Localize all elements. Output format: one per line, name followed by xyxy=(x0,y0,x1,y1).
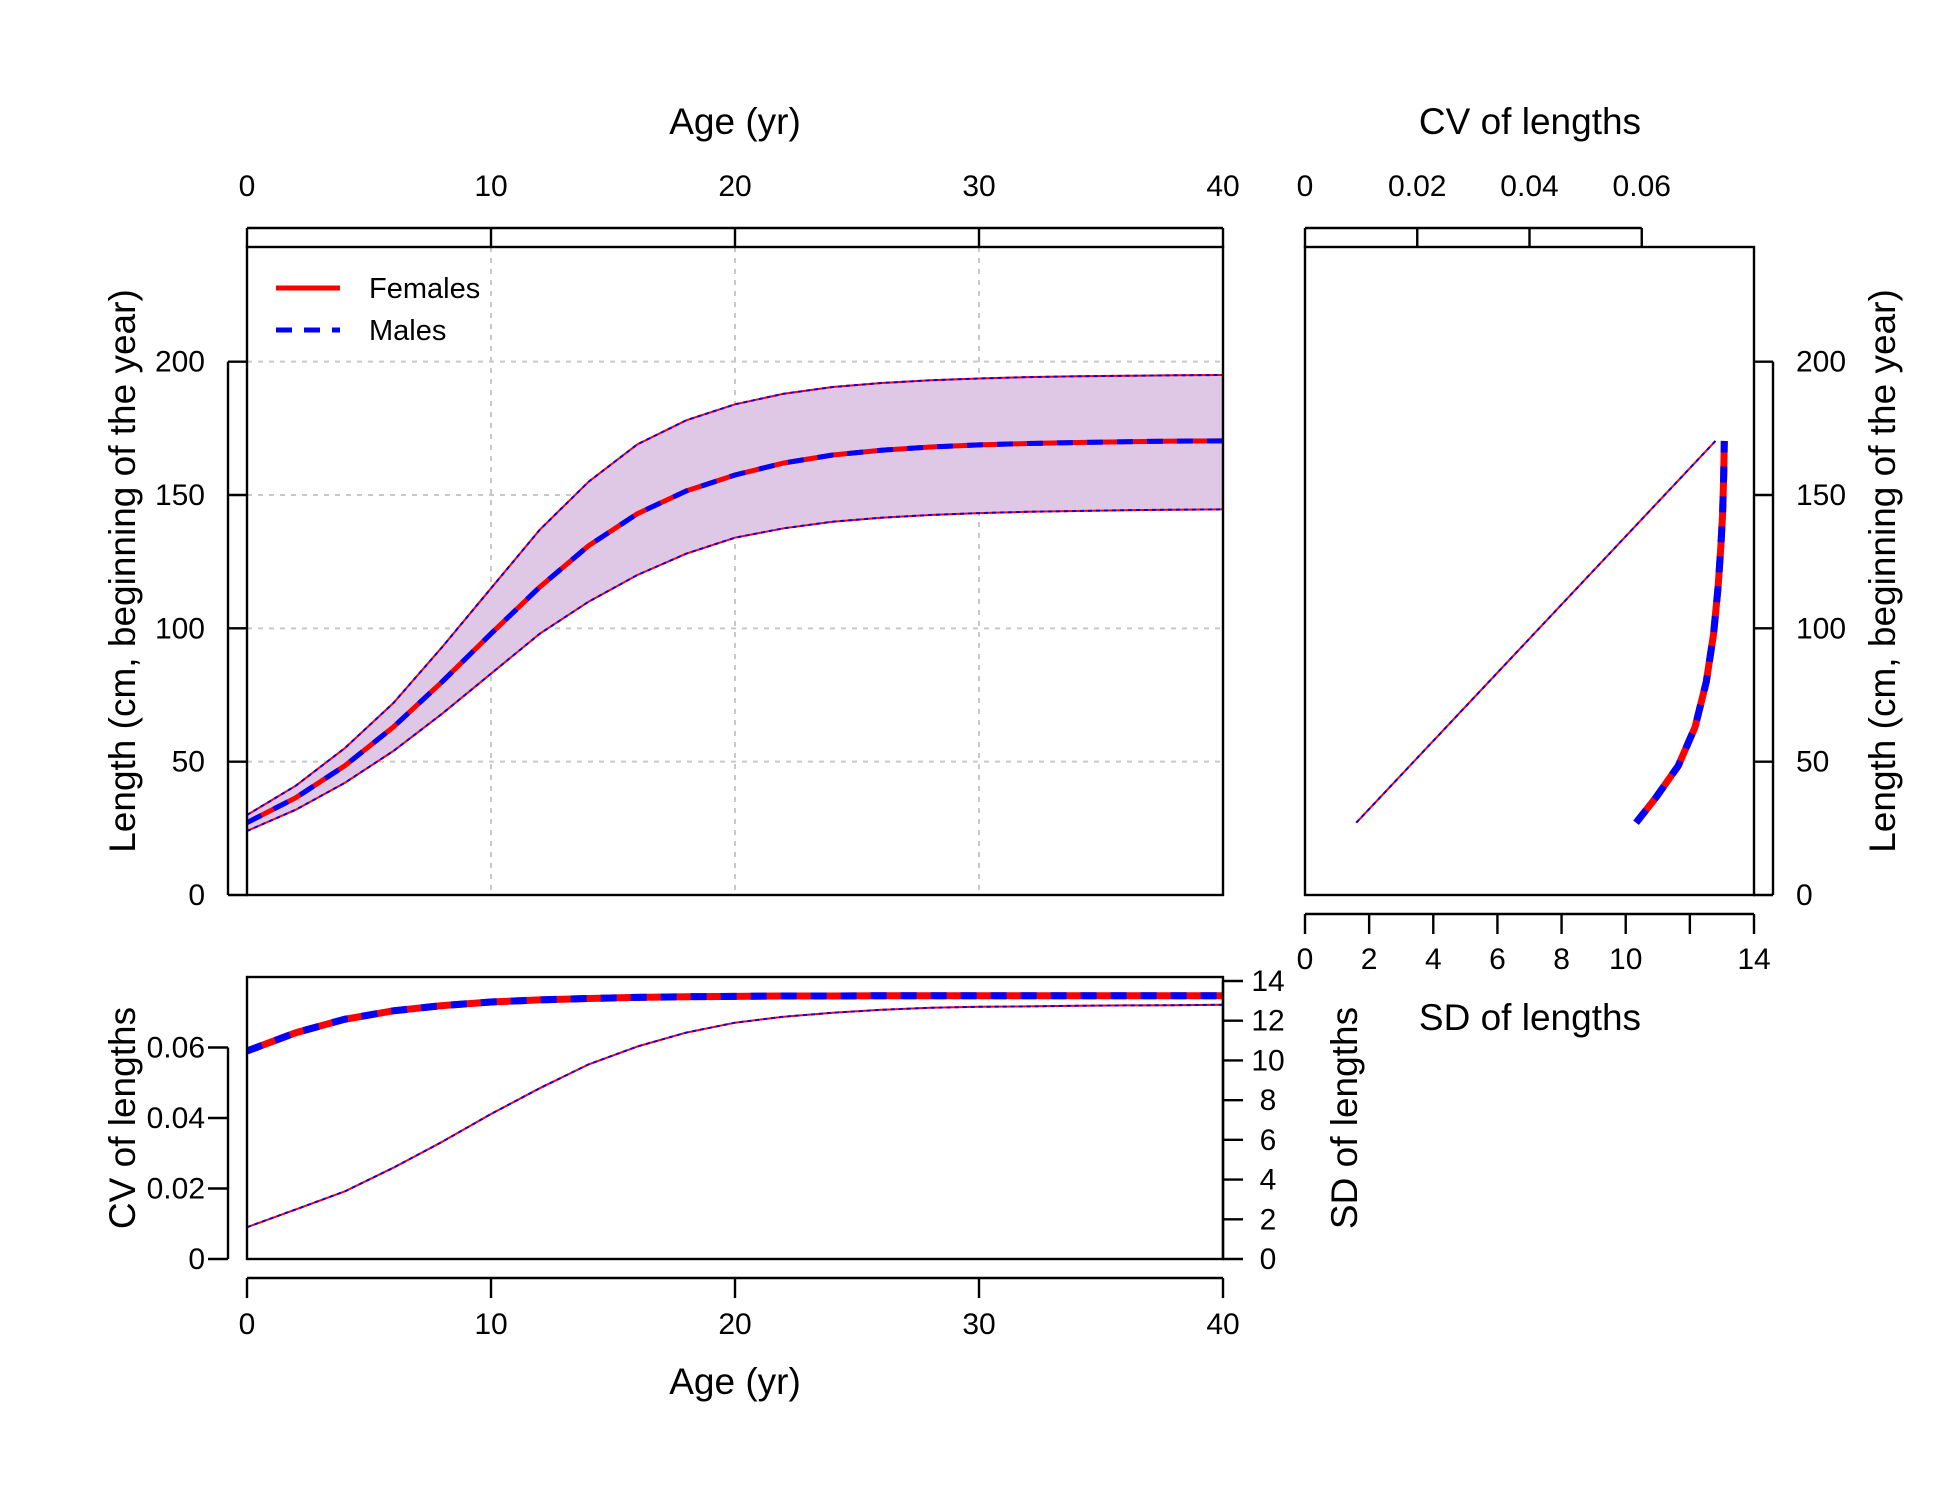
bottom-panel: 0 10 20 30 40 0 0.02 0.04 0.06 0 2 4 6 8 10 12 14 Age … xyxy=(102,965,1365,1402)
bottom-right-tick-label: 0 xyxy=(1260,1243,1277,1276)
side-top-tick-label: 0.02 xyxy=(1388,170,1446,203)
bottom-x-axis-title: Age (yr) xyxy=(669,1361,801,1402)
side-right-tick-label: 200 xyxy=(1796,346,1846,379)
side-right-tick-label: 0 xyxy=(1796,879,1813,912)
growth-lower-bound-line-males xyxy=(247,508,1223,832)
side-y-axis-title: Length (cm, beginning of the year) xyxy=(1862,289,1903,853)
growth-left-tick-label: 150 xyxy=(155,479,205,512)
growth-left-axis: 0 50 100 150 200 xyxy=(155,346,248,912)
growth-left-tick-label: 0 xyxy=(188,879,205,912)
growth-left-tick-label: 200 xyxy=(155,346,205,379)
bottom-x-tick-label: 20 xyxy=(718,1308,751,1341)
side-right-tick-label: 50 xyxy=(1796,746,1829,779)
bottom-right-tick-label: 10 xyxy=(1251,1044,1284,1077)
side-top-axis-title: CV of lengths xyxy=(1419,101,1641,142)
side-bottom-tick-label: 6 xyxy=(1489,943,1506,976)
growth-left-tick-label: 100 xyxy=(155,612,205,645)
side-bottom-axis-title: SD of lengths xyxy=(1419,997,1641,1038)
side-plot-frame xyxy=(1303,245,1756,897)
legend-males-label: Males xyxy=(369,315,446,347)
growth-top-tick-label: 0 xyxy=(239,170,256,203)
bottom-left-axis: 0 0.02 0.04 0.06 xyxy=(147,1032,230,1276)
bottom-right-axis-title: SD of lengths xyxy=(1324,1007,1365,1229)
side-bottom-tick-label: 14 xyxy=(1737,943,1770,976)
bottom-x-tick-label: 10 xyxy=(474,1308,507,1341)
side-bottom-tick-label: 8 xyxy=(1553,943,1570,976)
side-top-tick-label: 0.06 xyxy=(1613,170,1671,203)
growth-panel: 0 10 20 30 40 0 50 100 150 200 Age (yr) Length (… xyxy=(102,101,1240,912)
growth-interval-band xyxy=(247,375,1223,831)
growth-top-tick-label: 40 xyxy=(1206,170,1239,203)
growth-top-axis: 0 10 20 30 40 xyxy=(239,170,1240,248)
bottom-left-tick-label: 0.06 xyxy=(147,1032,205,1065)
bottom-right-tick-label: 2 xyxy=(1260,1203,1277,1236)
growth-upper-bound-line-males xyxy=(247,374,1223,816)
bottom-right-axis: 0 2 4 6 8 10 12 14 xyxy=(1221,965,1285,1276)
growth-y-axis-title: Length (cm, beginning of the year) xyxy=(102,289,143,853)
cv-vs-age-line-males xyxy=(247,992,1223,1055)
growth-top-tick-label: 10 xyxy=(474,170,507,203)
legend: Females Males xyxy=(276,273,480,347)
sd-vs-length-line-females xyxy=(1355,440,1717,824)
side-bottom-tick-label: 4 xyxy=(1425,943,1442,976)
legend-females-label: Females xyxy=(369,273,480,305)
bottom-right-tick-label: 14 xyxy=(1251,965,1284,998)
side-top-axis: 0 0.02 0.04 0.06 xyxy=(1297,170,1671,248)
side-bottom-tick-label: 0 xyxy=(1297,943,1314,976)
side-top-tick-label: 0 xyxy=(1297,170,1314,203)
bottom-right-tick-label: 4 xyxy=(1260,1164,1277,1197)
side-bottom-axis: 0 2 4 6 8 10 14 xyxy=(1297,912,1771,976)
side-bottom-tick-label: 2 xyxy=(1361,943,1378,976)
growth-top-axis-title: Age (yr) xyxy=(669,101,801,142)
bottom-right-tick-label: 8 xyxy=(1260,1084,1277,1117)
bottom-x-tick-label: 40 xyxy=(1206,1308,1239,1341)
bottom-right-tick-label: 6 xyxy=(1260,1124,1277,1157)
growth-left-tick-label: 50 xyxy=(172,746,205,779)
side-top-tick-label: 0.04 xyxy=(1500,170,1558,203)
side-bottom-tick-label: 10 xyxy=(1609,943,1642,976)
bottom-x-axis: 0 10 20 30 40 xyxy=(239,1276,1240,1341)
bottom-x-tick-label: 30 xyxy=(962,1308,995,1341)
sd-vs-age-line-males xyxy=(247,1003,1223,1229)
side-panel: 0 0.02 0.04 0.06 0 2 4 6 8 10 14 0 50 100 150 200 CV … xyxy=(1297,101,1903,1038)
bottom-left-tick-label: 0.02 xyxy=(147,1173,205,1206)
bottom-right-tick-label: 12 xyxy=(1251,1005,1284,1038)
side-right-tick-label: 100 xyxy=(1796,612,1846,645)
growth-males-line xyxy=(247,438,1223,825)
bottom-left-axis-title: CV of lengths xyxy=(102,1007,143,1229)
side-right-tick-label: 150 xyxy=(1796,479,1846,512)
growth-top-tick-label: 20 xyxy=(718,170,751,203)
bottom-plot-frame xyxy=(245,975,1225,1261)
bottom-left-tick-label: 0.04 xyxy=(147,1102,205,1135)
growth-top-tick-label: 30 xyxy=(962,170,995,203)
bottom-left-tick-label: 0 xyxy=(188,1243,205,1276)
sd-vs-age-line-females xyxy=(247,1003,1223,1229)
side-right-axis: 0 50 100 150 200 xyxy=(1753,346,1846,912)
bottom-x-tick-label: 0 xyxy=(239,1308,256,1341)
cv-vs-length-line-males xyxy=(1633,440,1728,825)
